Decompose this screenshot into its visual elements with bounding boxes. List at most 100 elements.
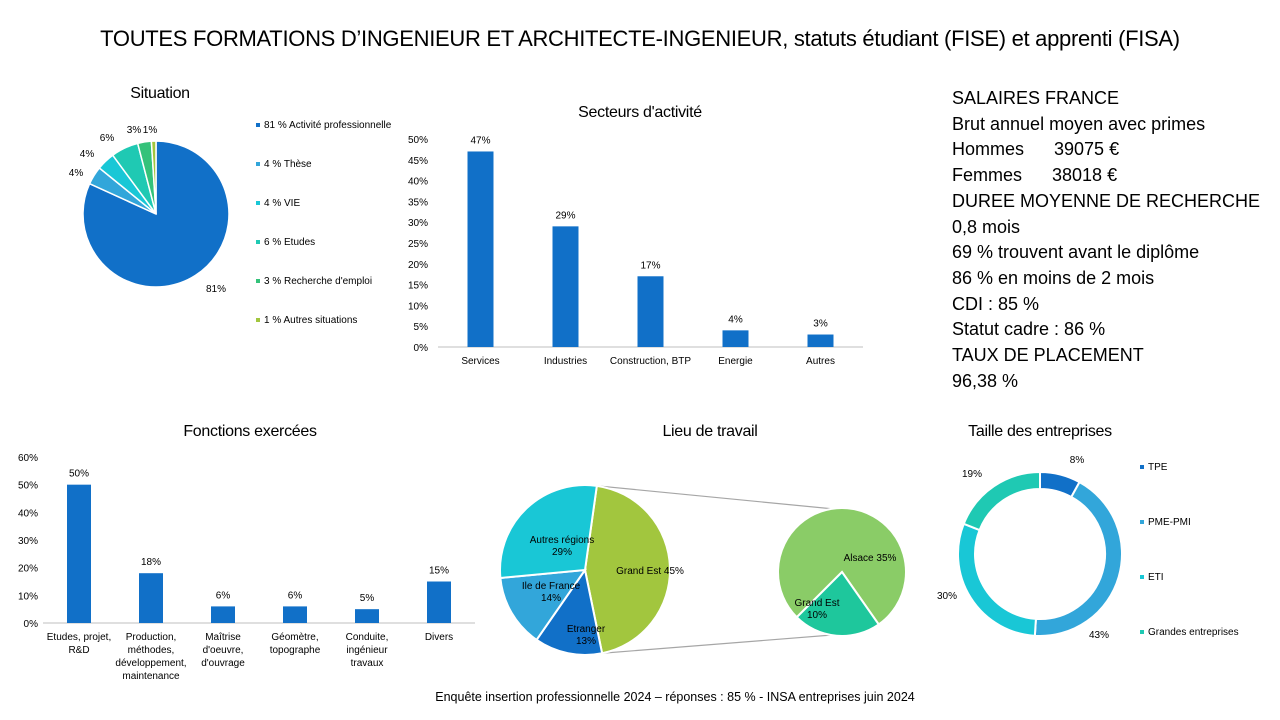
situation-chart-title: Situation <box>130 85 190 102</box>
info-salaires-heading: SALAIRES FRANCE <box>952 88 1120 108</box>
lieu-slice-ile-de-france <box>500 568 588 642</box>
taille-legend-item: Grandes entreprises <box>1140 627 1239 638</box>
bar-data-label: 4% <box>728 314 743 325</box>
situation-legend-item: 4 % VIE <box>256 198 300 209</box>
bar-data-label: 5% <box>360 593 375 604</box>
bar <box>139 573 163 623</box>
legend-marker-icon <box>256 240 260 245</box>
fonctions-chart-title: Fonctions exercées <box>183 423 317 440</box>
taille-legend-label: Grandes entreprises <box>1148 627 1239 638</box>
x-category-label: Autres <box>806 356 835 367</box>
y-tick-label: 10% <box>408 301 428 312</box>
situation-data-label: 6% <box>100 133 115 144</box>
legend-marker-icon <box>1140 465 1144 470</box>
situation-data-label: 4% <box>69 168 84 179</box>
legend-marker-icon <box>256 318 260 323</box>
info-statut-cadre: Statut cadre : 86 % <box>952 319 1106 340</box>
taille-donut-chart: 8% 43% 30% 19% <box>937 455 1123 641</box>
bar-data-label: 6% <box>288 590 303 601</box>
x-category-label: Maîtrise d'oeuvre, d'ouvrage <box>201 632 245 669</box>
situation-legend-item: 3 % Recherche d'emploi <box>256 276 372 287</box>
lieu-pie-chart: Grand Est 45% Etranger 13% Ile de France 14%… <box>500 484 907 656</box>
x-category-label: Industries <box>544 356 587 367</box>
legend-marker-icon <box>256 201 260 206</box>
taille-chart-title: Taille des entreprises <box>968 423 1112 440</box>
situation-legend-label: 81 % Activité professionnelle <box>264 120 392 131</box>
x-category-label: Géomètre, topographe <box>270 632 321 656</box>
bar <box>467 151 494 347</box>
bar-data-label: 17% <box>640 260 660 271</box>
legend-marker-icon <box>256 279 260 284</box>
info-duree-value: 0,8 mois <box>952 216 1021 237</box>
info-hommes: Hommes 39075 € <box>952 139 1120 160</box>
x-category-label: Divers <box>425 632 453 643</box>
page-title: TOUTES FORMATIONS D’INGENIEUR ET ARCHITE… <box>100 26 1180 51</box>
bar <box>552 226 579 347</box>
lieu-slice-grand-est <box>583 484 671 655</box>
situation-legend-item: 4 % Thèse <box>256 159 312 170</box>
footer-source: Enquête insertion professionnelle 2024 –… <box>435 690 915 704</box>
info-panel: SALAIRES FRANCE Brut annuel moyen avec p… <box>952 86 1272 394</box>
lieu-slice-autres-regions <box>500 484 598 579</box>
taille-slice-eti <box>957 522 1037 637</box>
situation-data-label: 1% <box>143 125 158 136</box>
info-brut-label: Brut annuel moyen avec primes <box>952 113 1206 134</box>
info-placement-heading: TAUX DE PLACEMENT <box>952 345 1144 366</box>
lieu-breakout-slice-alsace <box>777 507 907 626</box>
breakout-connector <box>596 485 835 510</box>
bar-data-label: 18% <box>141 557 161 568</box>
lieu-data-label: Etranger 13% <box>567 624 606 647</box>
situation-legend-item: 6 % Etudes <box>256 237 315 248</box>
y-tick-label: 0% <box>414 343 429 354</box>
taille-legend-item: ETI <box>1140 572 1164 583</box>
bar <box>283 606 307 623</box>
taille-legend-label: TPE <box>1148 462 1168 473</box>
y-tick-label: 50% <box>408 135 428 146</box>
info-avant-diplome: 69 % trouvent avant le diplôme <box>952 242 1200 263</box>
bar <box>427 581 451 623</box>
bar-data-label: 47% <box>470 135 490 146</box>
situation-legend-label: 4 % VIE <box>264 198 301 209</box>
bar <box>807 334 834 347</box>
y-tick-label: 10% <box>18 591 38 602</box>
info-femmes: Femmes 38018 € <box>952 165 1118 186</box>
taille-legend-item: TPE <box>1140 462 1167 473</box>
fonctions-bar-chart: 0% 10% 20% 30% 40% 50% 60% 50% Etudes, projet, R&… <box>18 453 475 682</box>
secteurs-bar-chart: 0% 5% 10% 15% 20% 25% 30% 35% 40% 45% 50% 47% Servic… <box>408 135 863 367</box>
bar <box>722 330 749 347</box>
taille-legend-label: PME-PMI <box>1148 517 1191 528</box>
x-category-label: Services <box>461 356 499 367</box>
lieu-breakout-data-label: Grand Est 10% <box>794 598 839 621</box>
breakout-connector <box>602 634 833 654</box>
lieu-chart-title: Lieu de travail <box>662 423 758 440</box>
situation-legend-label: 1 % Autres situations <box>264 315 358 326</box>
bar-data-label: 29% <box>555 210 575 221</box>
y-tick-label: 45% <box>408 156 428 167</box>
x-category-label: Etudes, projet, R&D <box>47 632 111 656</box>
situation-legend-item: 81 % Activité professionnelle <box>256 120 391 131</box>
taille-data-label: 43% <box>1089 630 1109 641</box>
secteurs-chart-title: Secteurs d'activité <box>578 104 702 121</box>
taille-legend-label: ETI <box>1148 572 1164 583</box>
taille-data-label: 19% <box>962 469 982 480</box>
taille-data-label: 30% <box>937 591 957 602</box>
y-tick-label: 5% <box>414 322 429 333</box>
taille-legend: TPE PME-PMI ETI Grandes entreprises <box>1140 462 1270 652</box>
lieu-data-label: Autres régions 29% <box>530 535 594 558</box>
situation-data-label: 81% <box>206 284 226 295</box>
x-category-label: Conduite, ingénieur travaux <box>346 632 389 669</box>
bar <box>211 606 235 623</box>
info-duree-heading: DUREE MOYENNE DE RECHERCHE <box>952 190 1261 211</box>
x-category-label: Production, méthodes, développement, mainte… <box>115 632 186 682</box>
lieu-data-label: Grand Est 45% <box>616 566 684 577</box>
legend-marker-icon <box>256 162 260 167</box>
info-placement-value: 96,38 % <box>952 370 1019 391</box>
situation-pie-chart: 81% 4% 4% 6% 3% 1% <box>69 125 230 295</box>
situation-legend-label: 4 % Thèse <box>264 159 312 170</box>
y-tick-label: 20% <box>18 564 38 575</box>
bar-data-label: 3% <box>813 319 828 330</box>
bar-data-label: 50% <box>69 469 89 480</box>
situation-legend-item: 1 % Autres situations <box>256 315 357 326</box>
bar <box>67 484 91 623</box>
bar <box>637 276 664 347</box>
